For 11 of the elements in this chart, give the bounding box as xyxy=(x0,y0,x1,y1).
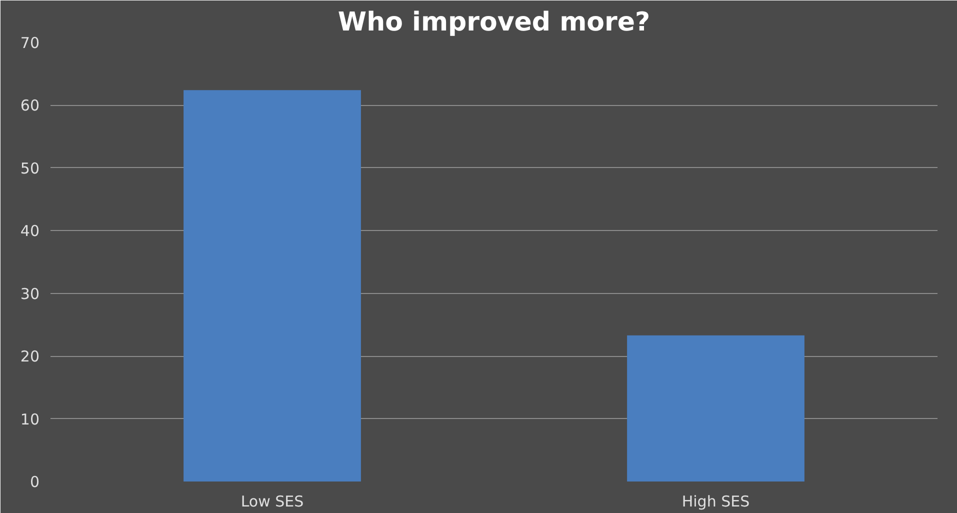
x-tick-label: Low SES xyxy=(240,492,304,510)
y-tick-label: 0 xyxy=(30,473,40,491)
y-tick-label: 30 xyxy=(20,284,40,303)
x-tick-label: High SES xyxy=(682,492,750,510)
y-tick-label: 20 xyxy=(20,348,40,366)
y-tick-label: 10 xyxy=(20,410,40,428)
y-tick-label: 70 xyxy=(20,34,40,52)
y-tick-label: 50 xyxy=(20,159,40,178)
y-tick-label: 60 xyxy=(20,96,40,115)
chart-title: Who improved more? xyxy=(338,8,650,38)
y-tick-label: 40 xyxy=(20,222,40,240)
